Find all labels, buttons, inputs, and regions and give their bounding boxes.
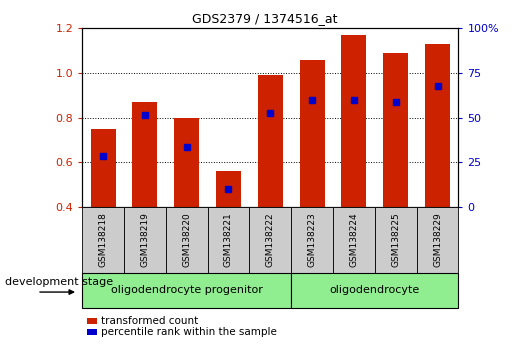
Text: development stage: development stage: [5, 277, 113, 287]
Text: GSM138220: GSM138220: [182, 212, 191, 267]
Bar: [132, 102, 157, 207]
Text: GSM138221: GSM138221: [224, 212, 233, 267]
Text: GSM138222: GSM138222: [266, 212, 275, 267]
Bar: [91, 129, 116, 207]
Bar: [258, 75, 283, 207]
Text: GSM138218: GSM138218: [99, 212, 108, 267]
Text: GSM138225: GSM138225: [391, 212, 400, 267]
Text: GSM138219: GSM138219: [140, 212, 149, 267]
Text: percentile rank within the sample: percentile rank within the sample: [101, 327, 277, 337]
Text: GSM138223: GSM138223: [307, 212, 316, 267]
Text: GSM138224: GSM138224: [349, 212, 358, 267]
Bar: [341, 35, 366, 207]
Text: GSM138229: GSM138229: [433, 212, 442, 267]
Bar: [174, 118, 199, 207]
Text: oligodendrocyte: oligodendrocyte: [330, 285, 420, 295]
Text: transformed count: transformed count: [101, 316, 198, 326]
Bar: [383, 53, 408, 207]
Bar: [425, 44, 450, 207]
Bar: [216, 171, 241, 207]
Bar: [299, 59, 325, 207]
Text: oligodendrocyte progenitor: oligodendrocyte progenitor: [111, 285, 263, 295]
Text: GDS2379 / 1374516_at: GDS2379 / 1374516_at: [192, 12, 338, 25]
